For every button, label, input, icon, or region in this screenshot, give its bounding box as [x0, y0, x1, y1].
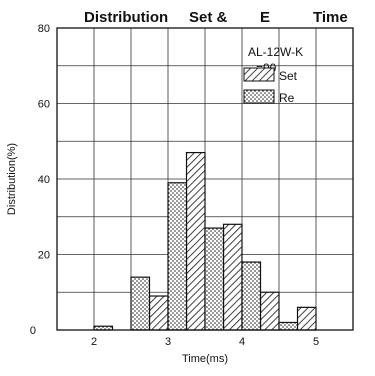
- y-axis-label: Distribution(%): [6, 143, 18, 215]
- title-part-1: Distribution: [84, 9, 168, 26]
- legend-swatch-set: [243, 67, 275, 82]
- plot-frame: [56, 27, 354, 331]
- x-tick-label: 5: [313, 336, 319, 348]
- bar-re: [167, 182, 188, 331]
- y-tick-label: 80: [38, 23, 50, 35]
- bar-re: [278, 321, 299, 331]
- x-tick-label: 2: [91, 336, 97, 348]
- bar-set: [185, 151, 206, 331]
- grid-lines: [57, 28, 353, 330]
- x-tick-label: 4: [239, 336, 245, 348]
- y-tick-label: 60: [38, 99, 50, 111]
- legend-swatch-re: [243, 89, 275, 104]
- bar-set: [222, 223, 243, 331]
- bar-re: [130, 276, 151, 331]
- bar-set: [259, 291, 280, 331]
- annotation-model: AL-12W-K: [248, 45, 303, 59]
- x-tick-labels: 2 3 4 5: [91, 336, 319, 348]
- y-tick-label: 40: [38, 174, 50, 186]
- title-part-2: Set &: [189, 9, 228, 26]
- y-tick-label: 20: [38, 250, 50, 262]
- bar-set: [148, 295, 169, 331]
- title-part-3: E: [260, 9, 270, 26]
- y-tick-label: 0: [30, 325, 36, 337]
- bar-set: [296, 306, 317, 331]
- x-axis-label: Time(ms): [182, 353, 228, 365]
- y-tick-labels: 0 20 40 60 80: [30, 23, 50, 337]
- x-tick-label: 3: [165, 336, 171, 348]
- bar-re: [241, 261, 262, 331]
- bar-re: [204, 227, 225, 331]
- legend-label-re: Re: [279, 91, 295, 105]
- legend-label-set: Set: [279, 69, 298, 83]
- legend: Set Re: [243, 67, 298, 105]
- title-part-4: Time: [313, 9, 348, 26]
